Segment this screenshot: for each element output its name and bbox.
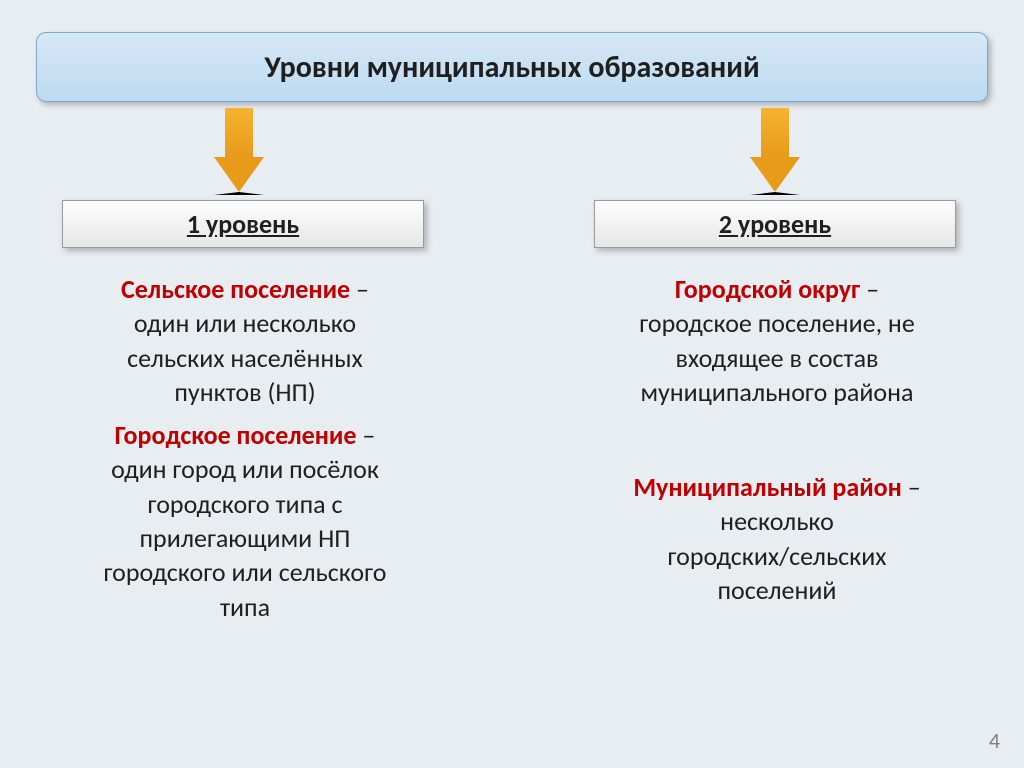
text-line: Муниципальный район – — [582, 470, 972, 504]
text-line: городских/сельских — [582, 539, 972, 573]
term-text: Городское поселение — [115, 419, 357, 451]
text-line: городского типа с — [60, 487, 430, 521]
slide: Уровни муниципальных образований 1 урове… — [0, 0, 1024, 768]
term-tail: – — [350, 273, 369, 305]
level-2-label: 2 уровень — [719, 208, 831, 240]
arrow-right-stem — [761, 108, 789, 157]
arrow-right — [750, 108, 800, 192]
text-line: прилегающими НП — [60, 521, 430, 555]
arrow-right-head — [750, 157, 800, 195]
block-rural: Сельское поселение – один или несколько … — [60, 272, 430, 409]
arrow-left — [214, 108, 264, 192]
block-urban-settlement: Городское поселение – один город или пос… — [60, 418, 430, 624]
text-line: один или несколько — [60, 306, 430, 340]
text-line: типа — [60, 590, 430, 624]
block-urban-okrug: Городской округ – городское поселение, н… — [582, 272, 972, 409]
text-line: сельских населённых — [60, 341, 430, 375]
title-box: Уровни муниципальных образований — [36, 32, 988, 102]
text-line: Сельское поселение – — [60, 272, 430, 306]
text-line: городского или сельского — [60, 555, 430, 589]
text-line: входящее в состав — [582, 341, 972, 375]
level-1-box: 1 уровень — [62, 200, 424, 248]
text-line: пунктов (НП) — [60, 375, 430, 409]
text-line: городское поселение, не — [582, 306, 972, 340]
level-1-label: 1 уровень — [187, 208, 299, 240]
text-line: муниципального района — [582, 375, 972, 409]
arrow-left-head — [214, 157, 264, 195]
text-line: Городской округ – — [582, 272, 972, 306]
term-text: Городской округ — [675, 273, 860, 305]
text-line: поселений — [582, 573, 972, 607]
term-tail: – — [860, 273, 879, 305]
term-tail: – — [902, 471, 921, 503]
title-text: Уровни муниципальных образований — [264, 49, 759, 86]
text-line: один город или посёлок — [60, 452, 430, 486]
term-tail: – — [356, 419, 375, 451]
text-line: несколько — [582, 504, 972, 538]
page-number: 4 — [989, 727, 1000, 754]
term-text: Сельское поселение — [121, 273, 350, 305]
level-2-box: 2 уровень — [594, 200, 956, 248]
block-municipal-district: Муниципальный район – несколько городски… — [582, 470, 972, 607]
text-line: Городское поселение – — [60, 418, 430, 452]
arrow-left-stem — [225, 108, 253, 157]
term-text: Муниципальный район — [633, 471, 902, 503]
